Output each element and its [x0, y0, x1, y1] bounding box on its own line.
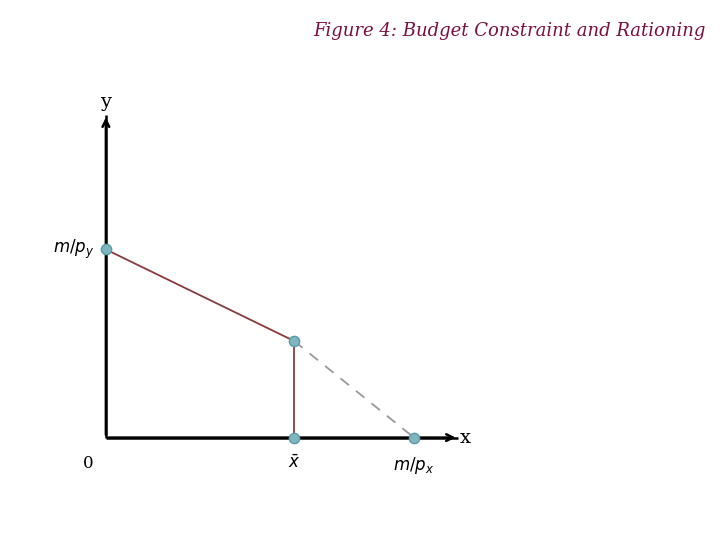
Text: $m/p_y$: $m/p_y$ — [53, 238, 94, 261]
Point — [100, 245, 112, 254]
Text: x: x — [460, 429, 471, 447]
Point — [289, 433, 300, 442]
Text: 0: 0 — [84, 455, 94, 472]
Text: Figure 4: Budget Constraint and Rationing: Figure 4: Budget Constraint and Rationin… — [313, 22, 706, 39]
Point — [289, 336, 300, 345]
Point — [408, 433, 420, 442]
Text: y: y — [100, 93, 112, 111]
Text: $m/p_x$: $m/p_x$ — [393, 455, 435, 476]
Text: $\bar{x}$: $\bar{x}$ — [288, 455, 300, 472]
